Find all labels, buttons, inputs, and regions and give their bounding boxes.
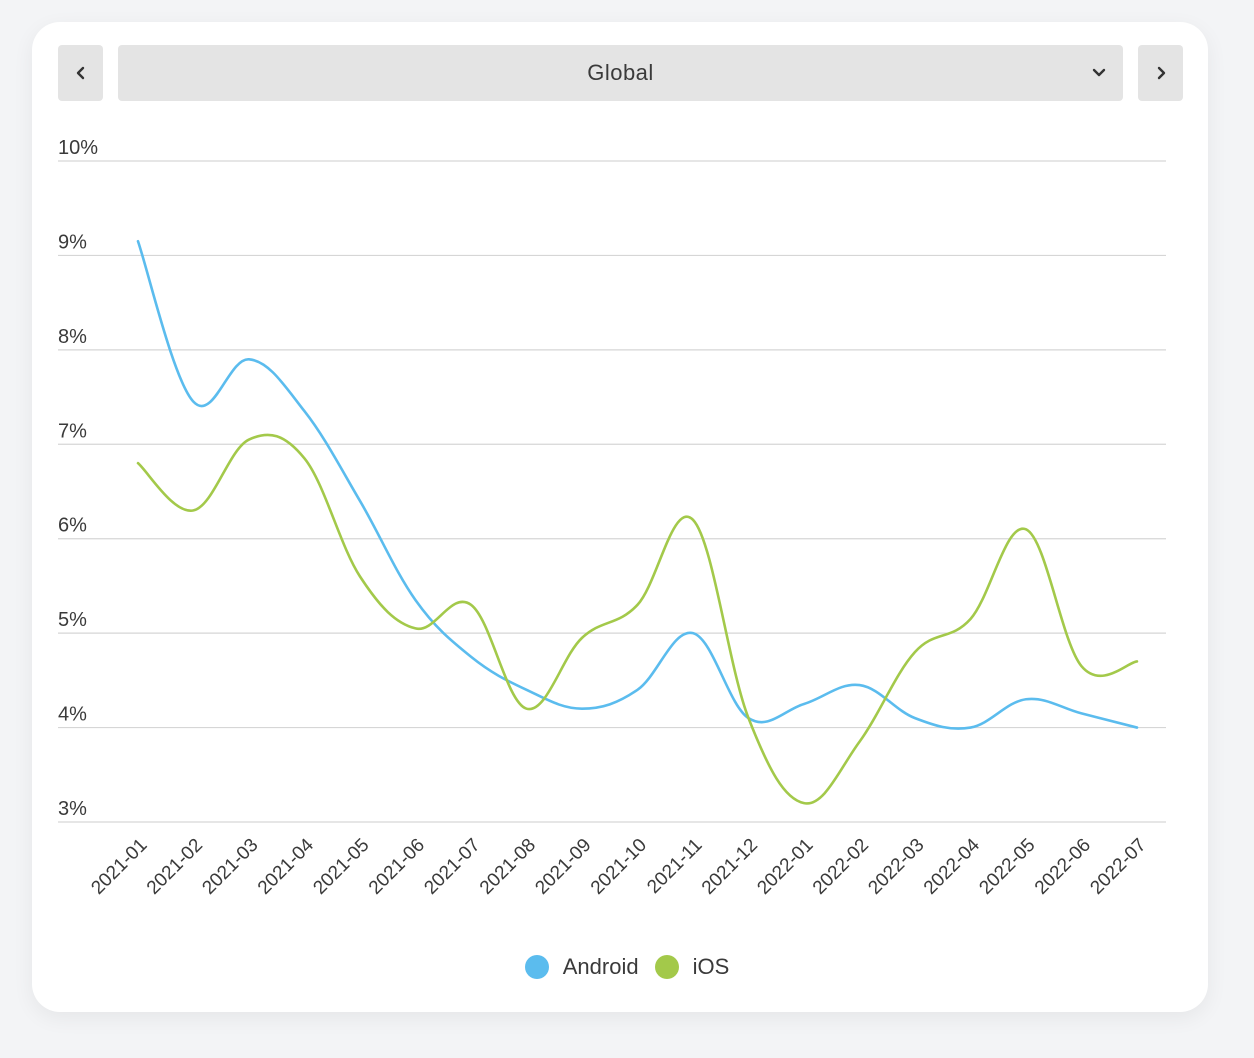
data-point-android[interactable]	[188, 396, 200, 408]
x-tick-label: 2022-03	[864, 835, 928, 899]
data-point-ios[interactable]	[465, 599, 477, 611]
data-point-ios[interactable]	[132, 457, 144, 469]
x-tick-label: 2022-07	[1086, 835, 1150, 899]
data-point-ios[interactable]	[188, 504, 200, 516]
x-tick-label: 2022-05	[975, 835, 1039, 899]
x-tick-label: 2021-03	[198, 835, 262, 899]
data-point-android[interactable]	[299, 405, 311, 417]
data-point-android[interactable]	[965, 722, 977, 734]
data-point-ios[interactable]	[798, 797, 810, 809]
previous-region-button[interactable]	[58, 45, 103, 101]
series-lines	[132, 235, 1143, 809]
grid-lines	[58, 160, 1166, 823]
data-point-android[interactable]	[1020, 693, 1032, 705]
chevron-left-icon	[76, 66, 84, 80]
x-tick-label: 2021-04	[254, 834, 318, 898]
y-tick-label: 9%	[58, 231, 87, 253]
data-point-ios[interactable]	[299, 452, 311, 464]
y-tick-label: 10%	[58, 137, 98, 159]
x-tick-label: 2021-08	[476, 835, 540, 899]
legend-item-android[interactable]: Android	[524, 954, 639, 980]
x-tick-label: 2021-06	[365, 835, 429, 899]
data-point-ios[interactable]	[965, 613, 977, 625]
x-tick-label: 2022-02	[809, 835, 873, 899]
data-point-android[interactable]	[410, 594, 422, 606]
data-point-android[interactable]	[687, 627, 699, 639]
x-tick-label: 2021-10	[587, 835, 651, 899]
data-point-ios[interactable]	[743, 712, 755, 724]
y-tick-label: 4%	[58, 704, 87, 726]
data-point-android[interactable]	[854, 679, 866, 691]
y-tick-label: 8%	[58, 326, 87, 348]
data-point-android[interactable]	[576, 703, 588, 715]
data-point-android[interactable]	[465, 651, 477, 663]
data-point-ios[interactable]	[1020, 523, 1032, 535]
x-tick-label: 2021-02	[143, 835, 207, 899]
x-axis-ticks: 2021-012021-022021-032021-042021-052021-…	[87, 834, 1150, 898]
legend-item-ios[interactable]: iOS	[654, 954, 730, 980]
x-tick-label: 2022-04	[920, 834, 984, 898]
data-point-android[interactable]	[354, 495, 366, 507]
data-point-ios[interactable]	[632, 599, 644, 611]
x-tick-label: 2021-12	[698, 835, 762, 899]
legend-label-ios: iOS	[692, 954, 730, 979]
data-point-ios[interactable]	[521, 703, 533, 715]
x-tick-label: 2021-01	[87, 835, 151, 899]
y-tick-label: 6%	[58, 515, 87, 537]
chevron-down-icon	[1092, 68, 1106, 77]
data-point-android[interactable]	[521, 684, 533, 696]
data-point-android[interactable]	[1131, 722, 1143, 734]
data-point-ios[interactable]	[854, 736, 866, 748]
data-point-ios[interactable]	[354, 570, 366, 582]
chart-legend: Android iOS	[0, 954, 1254, 980]
data-point-ios[interactable]	[687, 514, 699, 526]
chevron-right-icon	[1157, 66, 1165, 80]
next-region-button[interactable]	[1138, 45, 1183, 101]
chart-card	[32, 22, 1208, 1012]
data-point-ios[interactable]	[410, 622, 422, 634]
x-tick-label: 2021-05	[309, 835, 373, 899]
data-point-android[interactable]	[798, 698, 810, 710]
data-point-android[interactable]	[909, 712, 921, 724]
region-select[interactable]: Global	[118, 45, 1123, 101]
legend-marker-android	[524, 955, 549, 979]
data-point-android[interactable]	[1076, 707, 1088, 719]
data-point-ios[interactable]	[243, 434, 255, 446]
y-tick-label: 7%	[58, 420, 87, 442]
x-tick-label: 2021-09	[531, 835, 595, 899]
y-axis-ticks: 10% 9% 8% 7% 6% 5% 4% 3%	[58, 137, 98, 820]
x-tick-label: 2022-01	[753, 835, 817, 899]
x-tick-label: 2021-11	[643, 835, 706, 898]
y-tick-label: 3%	[58, 798, 87, 820]
x-tick-label: 2021-07	[420, 835, 484, 899]
series-line-ios[interactable]	[136, 433, 1139, 805]
data-point-ios[interactable]	[909, 646, 921, 658]
legend-marker-ios	[654, 955, 679, 979]
data-point-ios[interactable]	[1131, 655, 1143, 667]
region-select-value: Global	[587, 60, 654, 85]
data-point-ios[interactable]	[576, 632, 588, 644]
y-tick-label: 5%	[58, 609, 87, 631]
x-tick-label: 2022-06	[1031, 835, 1095, 899]
data-point-android[interactable]	[132, 235, 144, 247]
legend-label-android: Android	[562, 954, 639, 979]
data-point-ios[interactable]	[1076, 660, 1088, 672]
data-point-android[interactable]	[243, 353, 255, 365]
series-line-android[interactable]	[136, 239, 1139, 730]
data-point-android[interactable]	[632, 684, 644, 696]
